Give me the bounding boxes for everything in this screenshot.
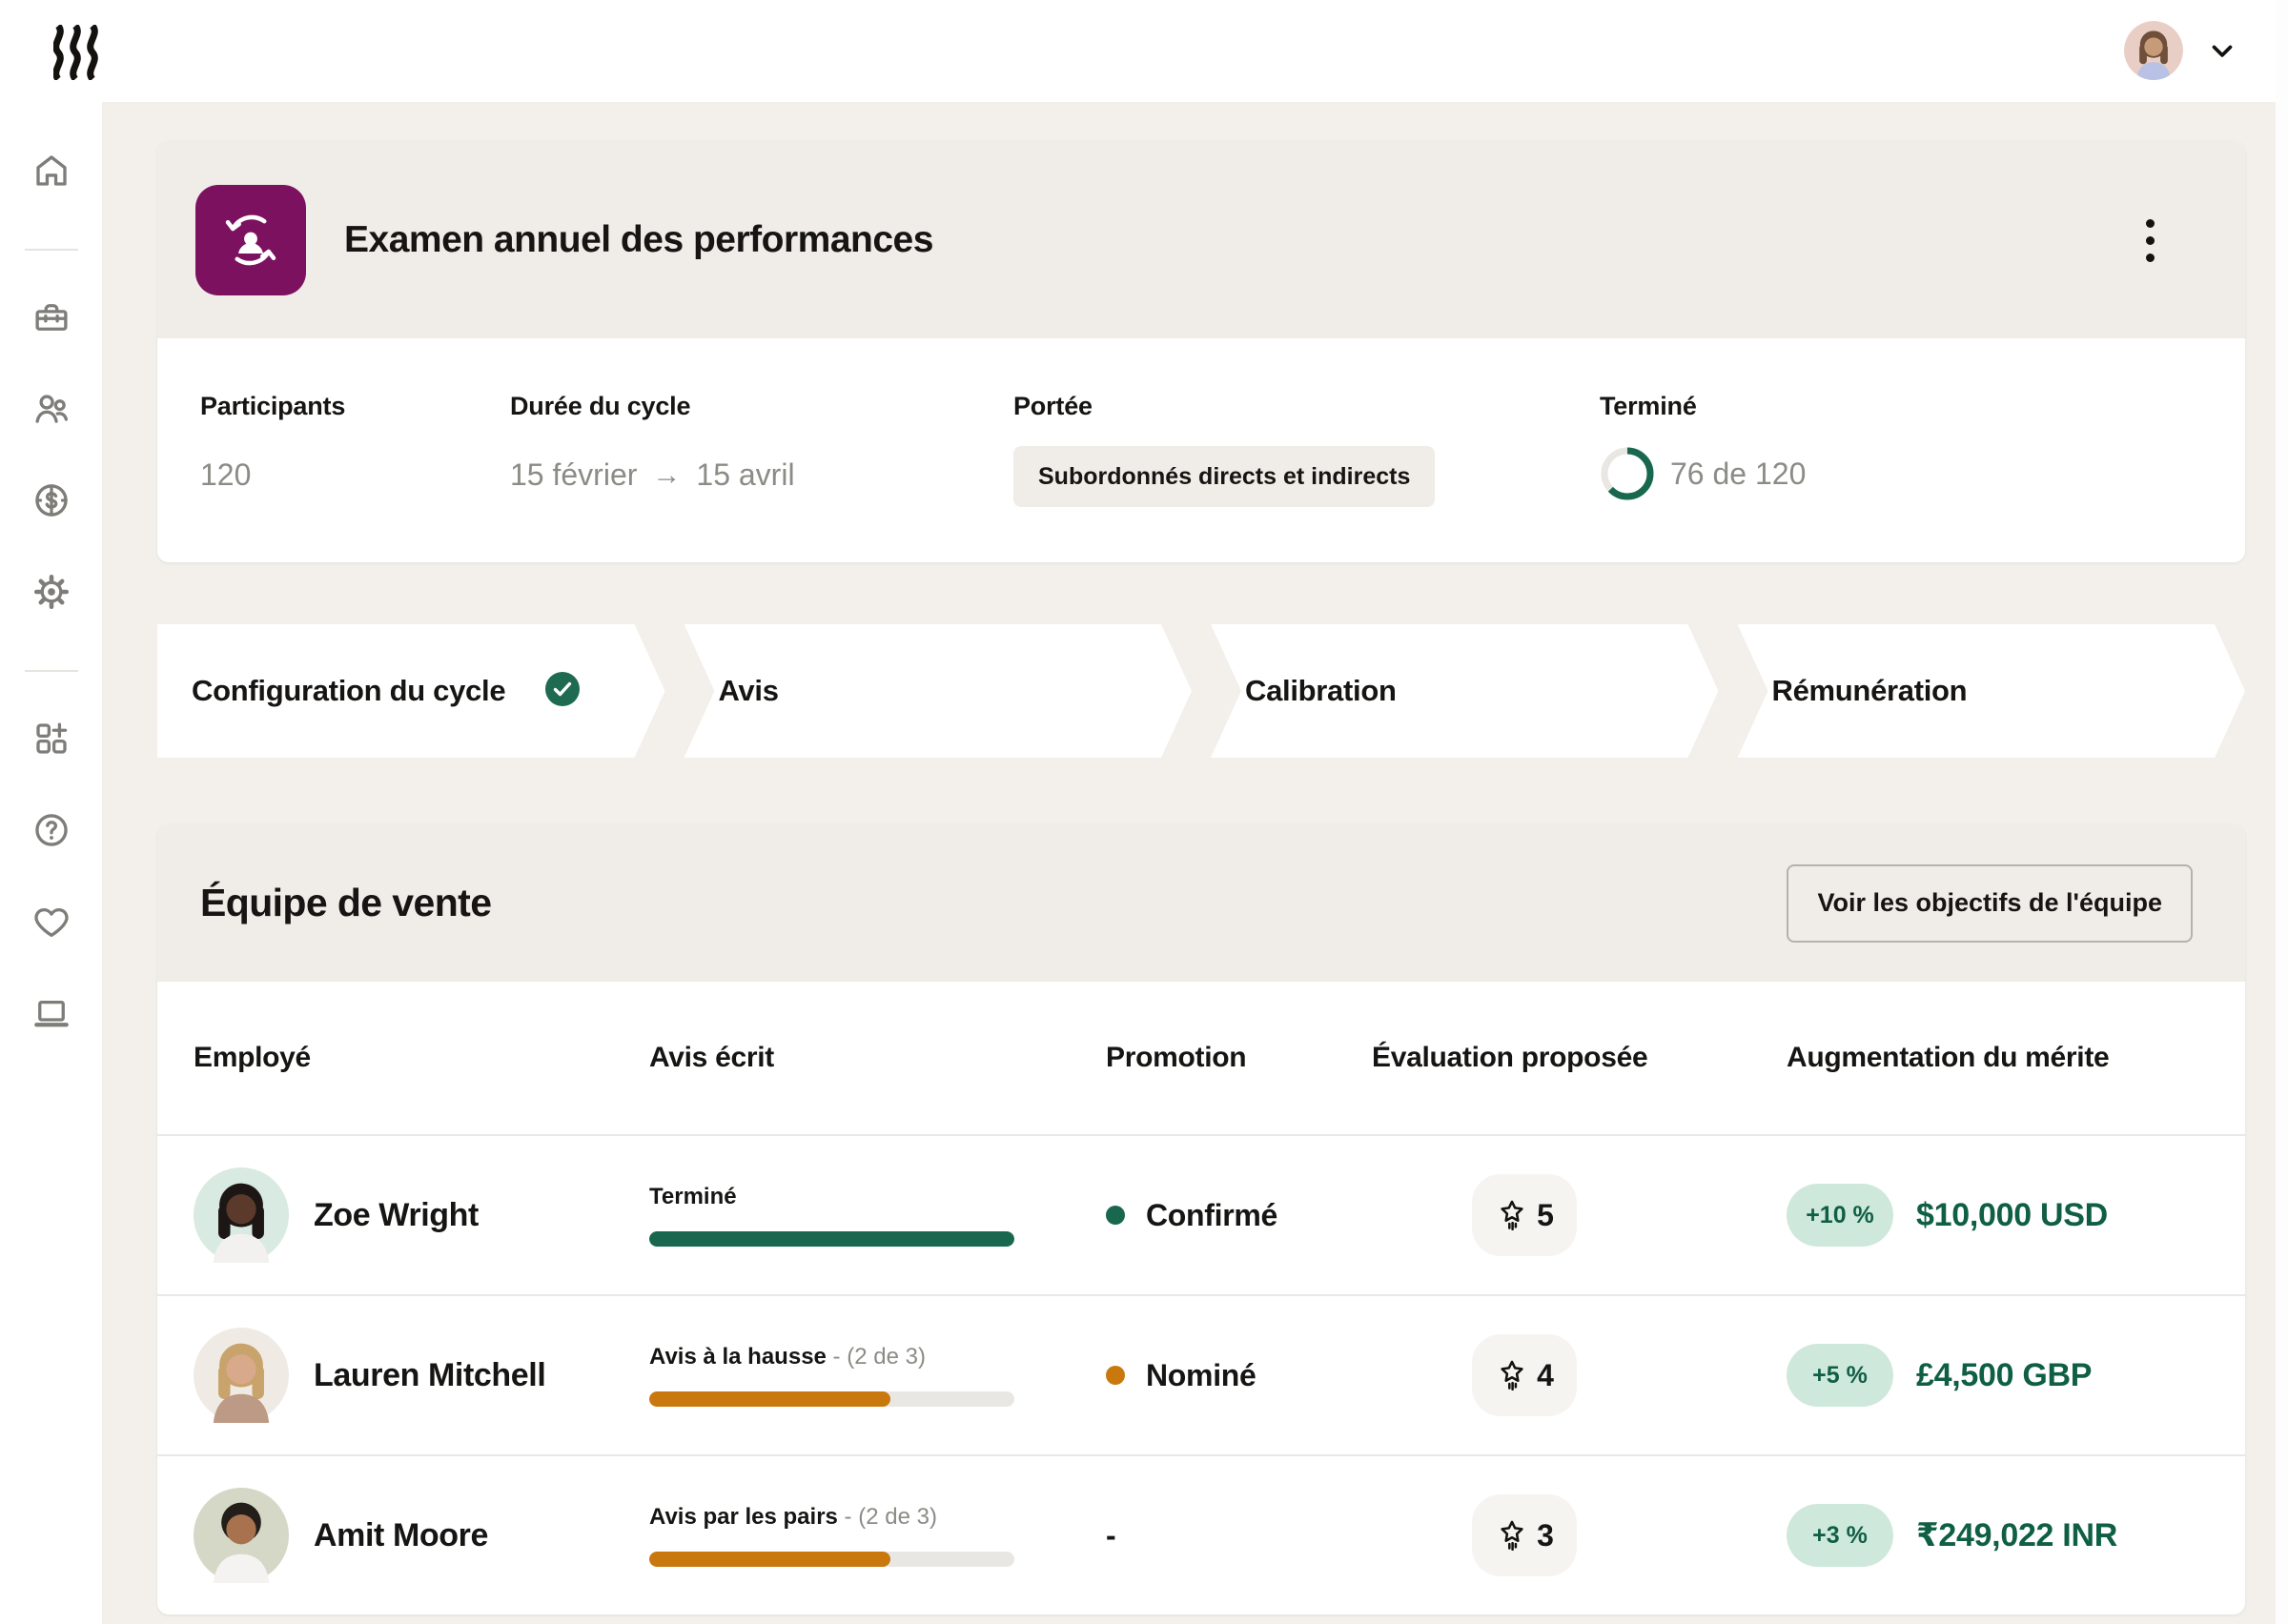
device-laptop-icon[interactable] [31,992,72,1034]
rippling-logo-icon[interactable] [52,23,103,85]
review-summary-card: Examen annuel des performances Participa… [157,141,2245,562]
promotion-cell: Nominé [1106,1358,1372,1393]
col-promotion: Promotion [1106,1042,1247,1073]
arrow-right-icon: → [652,458,682,491]
pay-icon[interactable] [31,479,72,521]
employee-avatar [194,1167,289,1263]
page-title: Examen annuel des performances [344,218,933,260]
performance-cycle-icon [195,184,306,295]
merit-percent-chip: +10 % [1787,1184,1893,1247]
proposed-rating-pill[interactable]: 5 [1472,1174,1577,1256]
col-written-review: Avis écrit [649,1042,774,1073]
employee-avatar [194,1488,289,1583]
review-progress-bar [649,1391,1014,1407]
table-row[interactable]: Amit Moore Avis par les pairs - (2 de 3)… [157,1454,2245,1614]
scope-chip: Subordonnés directs et indirects [1013,446,1436,507]
written-review-cell: Avis à la hausse - (2 de 3) [649,1344,1106,1407]
chevron-down-icon [2212,45,2233,57]
cycle-dates: 15 février → 15 avril [510,457,795,492]
table-header-row: Employé Avis écrit Promotion Évaluation … [157,982,2245,1134]
merit-amount: ₹249,022 INR [1916,1517,2117,1553]
settings-icon[interactable] [31,571,72,613]
merit-increase-cell: +10 % $10,000 USD [1787,1184,2202,1247]
review-progress-bar [649,1552,1014,1567]
col-proposed-rating: Évaluation proposée [1372,1042,1648,1073]
review-summary-stats: Participants 120 Durée du cycle 15 févri… [157,338,2245,562]
merit-percent-chip: +3 % [1787,1504,1893,1567]
review-progress-bar [649,1231,1014,1247]
main-content: Examen annuel des performances Participa… [102,102,2288,1624]
topbar [0,0,2288,102]
cycle-stepper: Configuration du cycle Avis Calibration … [157,624,2245,758]
team-title: Équipe de vente [200,881,492,924]
completion-ring [1601,447,1654,500]
step-compensation[interactable]: Rémunération [1738,624,2246,758]
promotion-status: Nominé [1146,1357,1256,1392]
promotion-status-dot [1106,1206,1125,1225]
written-review-cell: Terminé [649,1184,1106,1247]
stat-cycle-duration: Durée du cycle 15 février → 15 avril [510,392,1013,562]
stat-scope: Portée Subordonnés directs et indirects [1013,392,1600,562]
step-cycle-setup[interactable]: Configuration du cycle [157,624,665,758]
employee-avatar [194,1328,289,1423]
proposed-rating-pill[interactable]: 4 [1472,1334,1577,1416]
promotion-status: Confirmé [1146,1197,1278,1232]
check-circle-icon [543,670,582,713]
team-card-header: Équipe de vente Voir les objectifs de l'… [157,824,2245,982]
people-icon[interactable] [31,388,72,430]
table-row[interactable]: Zoe Wright Terminé Confirmé 5 [157,1134,2245,1294]
written-review-cell: Avis par les pairs - (2 de 3) [649,1504,1106,1567]
rating-value: 5 [1537,1197,1554,1232]
proposed-rating-pill[interactable]: 3 [1472,1494,1577,1576]
col-employee: Employé [194,1042,311,1073]
sidebar-divider [24,670,78,672]
scrollbar[interactable] [2276,0,2288,1624]
merit-increase-cell: +5 % £4,500 GBP [1787,1344,2202,1407]
shooting-star-icon [1501,1520,1523,1551]
help-icon[interactable] [31,809,72,851]
merit-percent-chip: +5 % [1787,1344,1893,1407]
review-summary-header: Examen annuel des performances [157,141,2245,338]
user-avatar [2124,21,2183,80]
promotion-cell: - [1106,1518,1372,1553]
promotion-status: - [1106,1517,1116,1553]
merit-amount: £4,500 GBP [1916,1356,2093,1393]
more-options-button[interactable] [2131,210,2169,271]
home-icon[interactable] [31,150,72,192]
participants-count: 120 [200,457,252,492]
step-calibration[interactable]: Calibration [1211,624,1719,758]
step-reviews[interactable]: Avis [684,624,1193,758]
promotion-cell: Confirmé [1106,1198,1372,1233]
employee-name: Amit Moore [314,1516,489,1553]
employee-name: Lauren Mitchell [314,1356,546,1393]
user-menu-button[interactable] [2124,21,2238,80]
merit-amount: $10,000 USD [1916,1196,2108,1233]
rating-value: 3 [1537,1517,1554,1553]
sidebar-divider [24,249,78,251]
sidebar [0,102,102,1624]
completed-count: 76 de 120 [1670,456,1807,491]
table-row[interactable]: Lauren Mitchell Avis à la hausse - (2 de… [157,1294,2245,1454]
shooting-star-icon [1501,1360,1523,1391]
team-card: Équipe de vente Voir les objectifs de l'… [157,824,2245,1614]
view-team-goals-button[interactable]: Voir les objectifs de l'équipe [1787,863,2193,943]
stat-participants: Participants 120 [200,392,510,562]
promotion-status-dot [1106,1366,1125,1385]
shooting-star-icon [1501,1200,1523,1230]
briefcase-icon[interactable] [31,296,72,338]
employee-name: Zoe Wright [314,1196,479,1233]
merit-increase-cell: +3 % ₹249,022 INR [1787,1504,2202,1567]
apps-add-icon[interactable] [31,718,72,760]
col-merit-increase: Augmentation du mérite [1787,1042,2110,1073]
rating-value: 4 [1537,1357,1554,1392]
stat-completed: Terminé 76 de 120 [1600,392,1806,562]
favorites-heart-icon[interactable] [31,901,72,943]
